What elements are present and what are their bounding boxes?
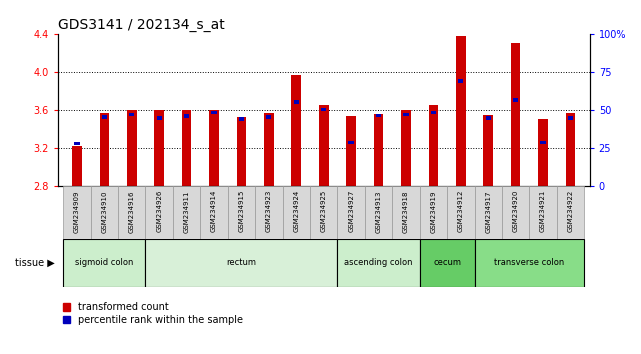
Bar	[420, 239, 474, 287]
Bar	[146, 239, 337, 287]
Bar	[129, 113, 135, 116]
Text: GSM234923: GSM234923	[266, 190, 272, 233]
Bar	[420, 186, 447, 239]
Text: cecum: cecum	[433, 258, 461, 267]
Bar	[321, 108, 326, 111]
Bar	[255, 186, 283, 239]
Text: GDS3141 / 202134_s_at: GDS3141 / 202134_s_at	[58, 18, 224, 32]
Bar	[228, 186, 255, 239]
Bar	[266, 115, 272, 119]
Bar	[294, 100, 299, 104]
Bar	[90, 186, 118, 239]
Bar	[99, 113, 109, 186]
Bar	[209, 110, 219, 186]
Bar	[156, 116, 162, 120]
Bar	[102, 115, 107, 119]
Text: ascending colon: ascending colon	[344, 258, 413, 267]
Text: GSM234924: GSM234924	[294, 190, 299, 232]
Text: transverse colon: transverse colon	[494, 258, 565, 267]
Bar	[173, 186, 200, 239]
Bar	[212, 111, 217, 114]
Bar	[154, 110, 164, 186]
Text: GSM234910: GSM234910	[101, 190, 107, 233]
Text: tissue ▶: tissue ▶	[15, 258, 54, 268]
Bar	[72, 146, 81, 186]
Text: GSM234918: GSM234918	[403, 190, 409, 233]
Bar	[538, 119, 548, 186]
Text: GSM234917: GSM234917	[485, 190, 491, 233]
Bar	[376, 114, 381, 117]
Bar	[337, 186, 365, 239]
Bar	[118, 186, 146, 239]
Text: GSM234922: GSM234922	[567, 190, 574, 232]
Bar	[566, 113, 576, 186]
Bar	[403, 113, 408, 116]
Text: GSM234913: GSM234913	[376, 190, 381, 233]
Bar	[337, 239, 420, 287]
Text: GSM234912: GSM234912	[458, 190, 464, 233]
Bar	[182, 110, 192, 186]
Bar	[374, 114, 383, 186]
Bar	[540, 141, 545, 144]
Bar	[349, 141, 354, 144]
Bar	[557, 186, 584, 239]
Bar	[319, 105, 328, 186]
Bar	[63, 239, 146, 287]
Bar	[429, 105, 438, 186]
Bar	[431, 111, 436, 114]
Bar	[456, 36, 465, 186]
Bar	[146, 186, 173, 239]
Text: GSM234920: GSM234920	[513, 190, 519, 233]
Text: GSM234911: GSM234911	[183, 190, 190, 233]
Text: GSM234921: GSM234921	[540, 190, 546, 233]
Bar	[237, 118, 246, 186]
Bar	[474, 186, 502, 239]
Bar	[447, 186, 474, 239]
Text: rectum: rectum	[226, 258, 256, 267]
Bar	[264, 113, 274, 186]
Bar	[283, 186, 310, 239]
Text: GSM234914: GSM234914	[211, 190, 217, 233]
Text: GSM234915: GSM234915	[238, 190, 244, 233]
Bar	[127, 110, 137, 186]
Text: GSM234909: GSM234909	[74, 190, 80, 233]
Text: GSM234927: GSM234927	[348, 190, 354, 233]
Bar	[63, 186, 90, 239]
Bar	[392, 186, 420, 239]
Text: sigmoid colon: sigmoid colon	[75, 258, 133, 267]
Bar	[365, 186, 392, 239]
Text: GSM234926: GSM234926	[156, 190, 162, 233]
Bar	[529, 186, 557, 239]
Bar	[474, 239, 584, 287]
Text: GSM234925: GSM234925	[320, 190, 327, 232]
Bar	[239, 118, 244, 121]
Text: GSM234919: GSM234919	[430, 190, 437, 233]
Bar	[184, 114, 189, 118]
Bar	[200, 186, 228, 239]
Legend: transformed count, percentile rank within the sample: transformed count, percentile rank withi…	[63, 302, 243, 325]
Bar	[483, 115, 493, 186]
Bar	[292, 75, 301, 186]
Bar	[401, 110, 411, 186]
Text: GSM234916: GSM234916	[129, 190, 135, 233]
Bar	[568, 116, 573, 120]
Bar	[458, 79, 463, 82]
Bar	[486, 116, 491, 120]
Bar	[502, 186, 529, 239]
Bar	[310, 186, 337, 239]
Bar	[511, 43, 520, 186]
Bar	[513, 98, 519, 102]
Bar	[74, 142, 79, 145]
Bar	[346, 116, 356, 186]
